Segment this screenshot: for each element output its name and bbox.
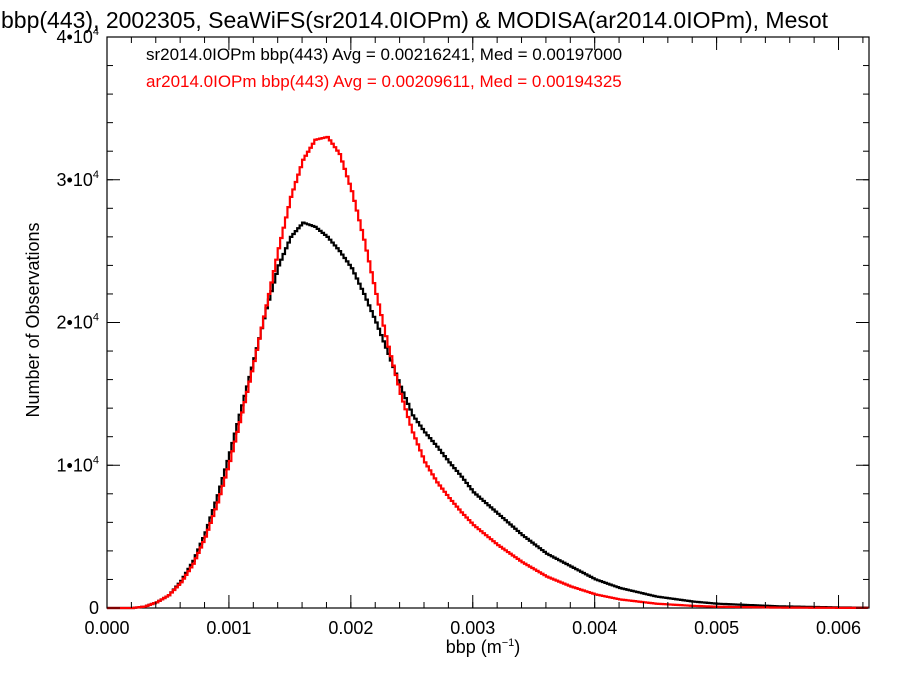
y-tick-label: 3•104: [57, 169, 99, 190]
series-line-1: [107, 221, 869, 610]
legend-entry-2: ar2014.0IOPm bbp(443) Avg = 0.00209611, …: [146, 72, 622, 91]
x-tick-label: 0.006: [816, 618, 861, 638]
y-axis-label: Number of Observations: [23, 222, 43, 417]
legend-entry-1: sr2014.0IOPm bbp(443) Avg = 0.00216241, …: [146, 45, 622, 64]
x-axis-label: bbp (m−1): [446, 637, 521, 657]
x-tick-label: 0.004: [572, 618, 617, 638]
x-tick-label: 0.000: [84, 618, 129, 638]
y-tick-label: 1•104: [57, 454, 99, 475]
x-tick-label: 0.005: [694, 618, 739, 638]
plot-frame: [106, 36, 870, 609]
y-tick-label: 4•104: [57, 26, 99, 47]
y-tick-label: 2•104: [57, 312, 99, 333]
series-line-2: [107, 135, 869, 610]
x-tick-label: 0.001: [206, 618, 251, 638]
y-axis-ticks: 0 1•104 2•104 3•104 4•104: [57, 26, 869, 618]
y-tick-label: 0: [89, 598, 99, 618]
x-axis-ticks: 0.000 0.001 0.002 0.003 0.004 0.005 0.006: [84, 37, 864, 638]
plot-area: [106, 36, 870, 610]
legend: sr2014.0IOPm bbp(443) Avg = 0.00216241, …: [146, 45, 622, 91]
x-tick-label: 0.002: [328, 618, 373, 638]
chart-title: bbp(443), 2002305, SeaWiFS(sr2014.0IOPm)…: [1, 7, 829, 33]
x-tick-label: 0.003: [450, 618, 495, 638]
